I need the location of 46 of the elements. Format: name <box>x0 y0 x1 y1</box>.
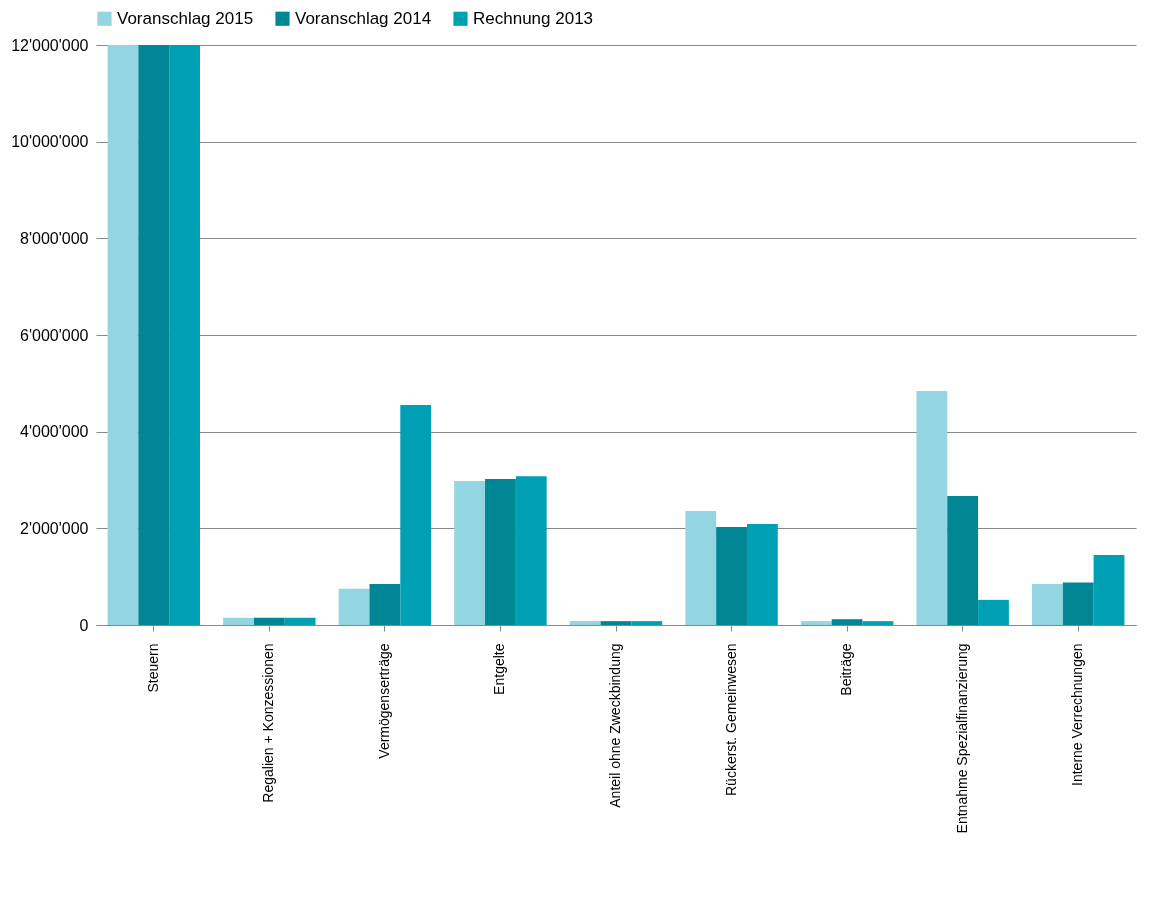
bar <box>515 476 547 625</box>
bar <box>716 526 747 625</box>
x-tick-label: Regalien + Konzessionen <box>260 643 277 803</box>
bar <box>284 617 316 625</box>
x-tick-label: Beiträge <box>838 643 855 696</box>
x-tick-label: Interne Verrechnungen <box>1069 643 1086 786</box>
bar <box>107 45 139 625</box>
x-tick-label: Entgelte <box>491 643 508 695</box>
x-tick-label: Steuern <box>144 643 161 693</box>
y-tick-label: 4'000'000 <box>20 423 89 441</box>
bar <box>223 617 254 625</box>
bar <box>600 621 632 625</box>
bar <box>338 588 370 625</box>
x-tick-label: Vermögenserträge <box>375 643 392 759</box>
y-tick-label: 12'000'000 <box>11 36 89 54</box>
bar <box>138 45 170 625</box>
bar <box>685 510 717 625</box>
bar <box>1093 554 1125 625</box>
bar <box>1062 582 1094 625</box>
y-tick-label: 6'000'000 <box>20 326 89 344</box>
bar <box>916 391 948 625</box>
x-tick-label: Rückerst. Gemeinwesen <box>722 643 739 797</box>
bar <box>831 619 863 625</box>
x-tick-label: Entnahme Spezialfinanzierung <box>953 643 970 834</box>
bar <box>862 621 894 625</box>
y-tick-label: 8'000'000 <box>20 229 89 247</box>
bar <box>746 523 778 625</box>
bar <box>454 480 486 625</box>
bar <box>369 583 401 625</box>
y-tick-label: 0 <box>79 616 89 634</box>
bar <box>400 405 432 625</box>
y-tick-label: 10'000'000 <box>11 133 89 151</box>
bar <box>569 621 601 625</box>
bar <box>631 621 663 625</box>
legend-label: Voranschlag 2015 <box>117 8 254 28</box>
bar <box>947 495 979 625</box>
bar <box>253 617 285 625</box>
bar <box>1032 583 1063 625</box>
legend-label: Rechnung 2013 <box>473 8 594 28</box>
x-tick-label: Anteil ohne Zweckbindung <box>607 643 623 808</box>
legend-label: Voranschlag 2014 <box>295 8 432 28</box>
y-tick-label: 2'000'000 <box>20 519 89 537</box>
bar <box>169 45 200 625</box>
bar <box>800 621 832 625</box>
bar <box>485 479 516 625</box>
bar <box>978 599 1009 625</box>
